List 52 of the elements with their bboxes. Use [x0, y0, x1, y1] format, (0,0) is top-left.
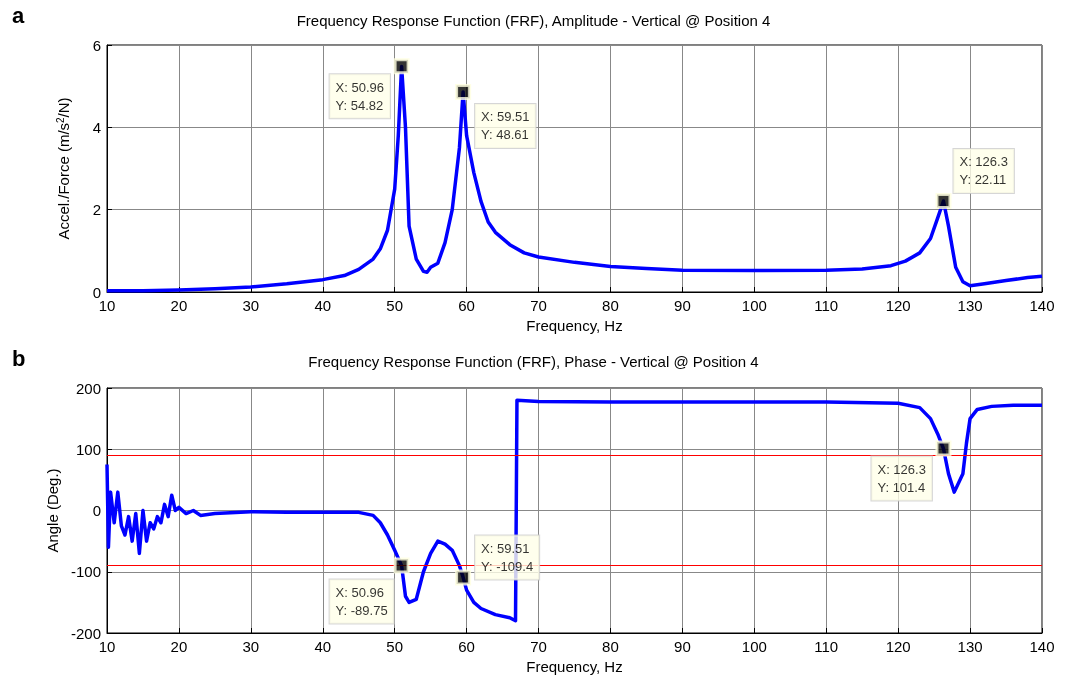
x-tick-label: 120	[885, 638, 911, 655]
y-tick-label: 0	[92, 502, 101, 519]
y-tick-label: -100	[70, 563, 101, 581]
y-tick-label: 0	[92, 283, 101, 301]
annotation: X: 59.51 Y: -109.4	[481, 541, 534, 575]
x-tick-label: 140	[1029, 638, 1055, 655]
x-tick-label: 20	[170, 297, 188, 314]
x-axis-title: Frequency, Hz	[526, 316, 623, 334]
x-tick-label: 140	[1029, 297, 1055, 314]
annotation: X: 50.96 Y: 54.82	[335, 79, 385, 113]
x-tick-label: 130	[957, 638, 983, 655]
x-tick-label: 110	[814, 638, 839, 655]
x-tick-label: 60	[458, 297, 475, 314]
chart-title: Frequency Response Function (FRF), Amplitude - Vertical @ Position 4	[296, 12, 771, 29]
x-axis-title: Frequency, Hz	[526, 657, 623, 675]
x-tick-label: 70	[530, 638, 547, 655]
chart-title: Frequency Response Function (FRF), Phase - Vertical @ Position 4	[308, 353, 759, 370]
x-tick-label: 100	[741, 638, 767, 655]
y-axis-title: Angle (Deg.)	[44, 468, 62, 553]
annotation: X: 126.3 Y: 22.11	[959, 154, 1008, 188]
x-tick-label: 100	[741, 297, 767, 314]
x-tick-label: 10	[98, 297, 116, 314]
y-axis-title: Accel./Force (m/s2/N)	[54, 97, 72, 240]
y-tick-label: 4	[92, 118, 101, 136]
text: a	[12, 2, 25, 28]
text: b	[12, 345, 26, 371]
x-tick-label: 70	[530, 297, 547, 314]
x-tick-label: 80	[602, 297, 619, 314]
x-tick-label: 120	[885, 297, 911, 314]
line-series	[105, 398, 1044, 623]
x-tick-label: 30	[242, 297, 260, 314]
y-tick-label: -200	[70, 624, 101, 642]
x-tick-label: 50	[386, 297, 404, 314]
annotation: X: 126.3 Y: 101.4	[877, 461, 926, 495]
x-tick-label: 80	[602, 638, 619, 655]
x-tick-label: 60	[458, 638, 475, 655]
x-tick-label: 90	[674, 638, 691, 655]
x-tick-label: 10	[98, 638, 116, 655]
y-tick-label: 2	[92, 201, 101, 219]
x-tick-label: 40	[314, 638, 332, 655]
annotation: X: 50.96 Y: -89.75	[335, 584, 388, 618]
x-tick-label: 90	[674, 297, 691, 314]
y-tick-label: 100	[75, 440, 101, 458]
x-tick-label: 110	[814, 297, 839, 314]
y-tick-label: 6	[92, 36, 101, 54]
annotation: X: 59.51 Y: 48.61	[481, 109, 530, 143]
y-tick-label: 200	[75, 379, 101, 397]
x-tick-label: 130	[957, 297, 983, 314]
x-tick-label: 50	[386, 638, 404, 655]
x-tick-label: 20	[170, 638, 188, 655]
x-tick-label: 40	[314, 297, 332, 314]
x-tick-label: 30	[242, 638, 260, 655]
